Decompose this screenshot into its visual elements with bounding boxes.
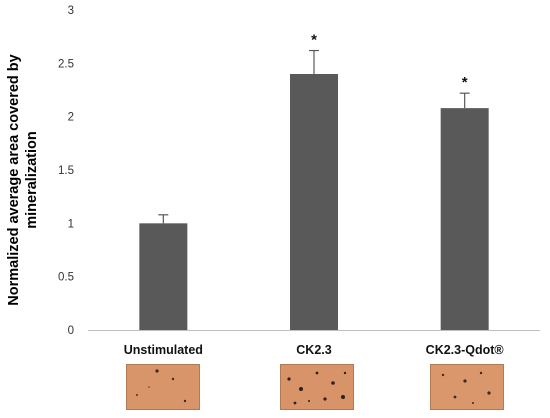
x-category-label: CK2.3 — [296, 343, 331, 357]
y-tick-label: 1.5 — [58, 165, 74, 177]
y-tick-label: 0 — [68, 325, 74, 337]
micrograph-ck23 — [280, 364, 354, 410]
bar — [440, 108, 489, 330]
micrograph-image — [431, 365, 503, 409]
micrograph-image — [127, 365, 199, 409]
y-tick-label: 0.5 — [58, 272, 74, 284]
y-tick-label: 2.5 — [58, 58, 74, 70]
significance-marker: * — [462, 74, 468, 91]
significance-marker: * — [311, 32, 317, 49]
bar — [290, 74, 338, 330]
x-category-label: Unstimulated — [124, 343, 203, 357]
y-tick-label: 2 — [68, 112, 74, 124]
bar — [139, 223, 188, 330]
micrograph-unstimulated — [126, 364, 200, 410]
y-tick-label: 3 — [68, 5, 74, 17]
x-category-label: CK2.3-Qdot® — [426, 343, 505, 357]
y-tick-label: 1 — [68, 218, 74, 230]
micrograph-image — [281, 365, 353, 409]
micrograph-ck23-qdot — [430, 364, 504, 410]
